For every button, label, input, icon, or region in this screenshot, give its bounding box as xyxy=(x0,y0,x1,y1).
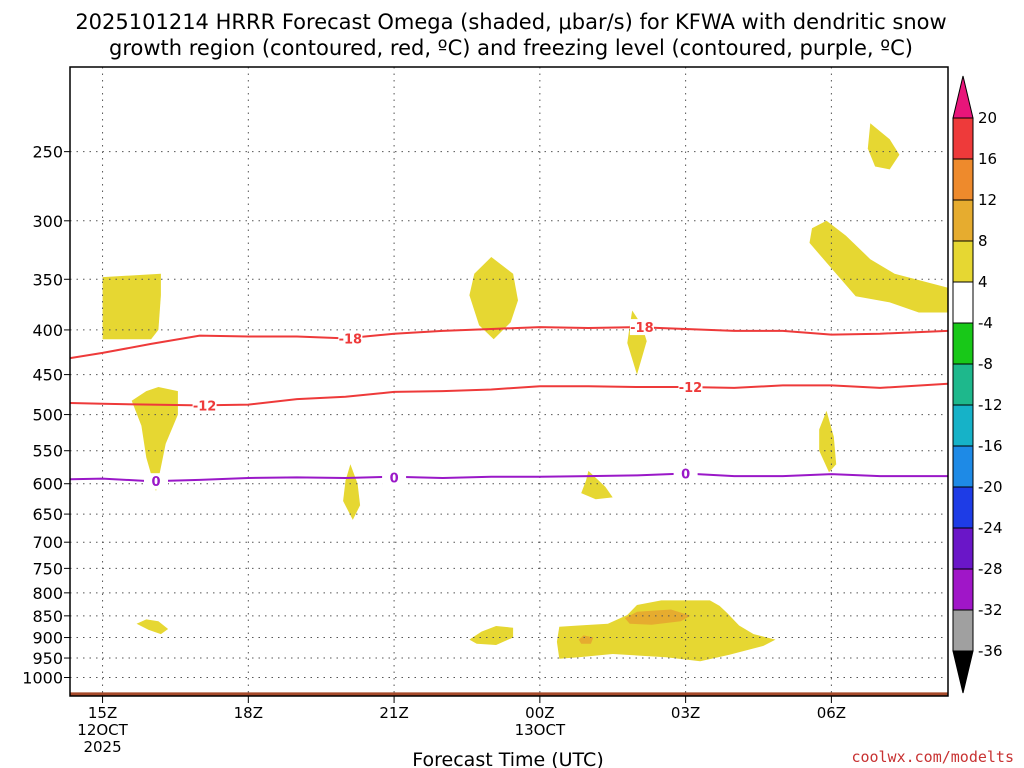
colorbar-segment-6 xyxy=(952,322,974,365)
x-tick-label-21-1: 21Z xyxy=(379,704,408,722)
colorbar-label-8: -12 xyxy=(978,396,1003,414)
contour-line-3 xyxy=(70,472,948,483)
omega-shading xyxy=(102,123,948,662)
y-tick-label-900: 900 xyxy=(32,629,63,648)
ground-surface xyxy=(70,692,948,696)
x-tick-label-15-3: 2025 xyxy=(83,738,121,756)
colorbar-label-14: -36 xyxy=(978,642,1003,660)
contour-label-bg xyxy=(678,379,703,396)
x-tick-label-15-2: 12OCT xyxy=(77,721,128,739)
plot-frame xyxy=(69,66,949,697)
colorbar-label-7: -8 xyxy=(978,355,993,373)
omega-region-4 xyxy=(469,257,518,340)
colorbar-top-arrow xyxy=(952,75,974,119)
colorbar-label-3: 12 xyxy=(978,191,997,209)
x-tick-label-15-1: 15Z xyxy=(88,704,117,722)
colorbar-segment-8 xyxy=(952,404,974,447)
y-tick-label-350: 350 xyxy=(32,270,63,289)
y-tick-label-550: 550 xyxy=(32,442,63,461)
colorbar-label-10: -20 xyxy=(978,478,1003,496)
contour-label-bg xyxy=(382,469,407,486)
title-line-1: 2025101214 HRRR Forecast Omega (shaded, … xyxy=(75,10,946,34)
colorbar-label-12: -28 xyxy=(978,560,1003,578)
colorbar-label-2: 16 xyxy=(978,150,997,168)
y-tick-label-1000: 1000 xyxy=(22,668,63,687)
contour-label-1-2: -18 xyxy=(630,321,654,336)
contour-label-3-1: 0 xyxy=(151,475,160,490)
x-axis-label: Forecast Time (UTC) xyxy=(412,749,603,768)
contour-label-3-3: 0 xyxy=(681,467,690,482)
colorbar-segment-3 xyxy=(952,199,974,242)
contour-label-2-1: -12 xyxy=(193,399,217,414)
x-tick-label-30-1: 06Z xyxy=(817,704,846,722)
colorbar-segment-7 xyxy=(952,363,974,406)
x-tick-label-24-2: 13OCT xyxy=(515,721,566,739)
contour-label-bg xyxy=(338,330,363,347)
y-tick-label-450: 450 xyxy=(32,366,63,385)
y-tick-label-800: 800 xyxy=(32,584,63,603)
contour-label-2-2: -12 xyxy=(679,381,703,396)
contour-label-3-2: 0 xyxy=(390,471,399,486)
colorbar-segment-9 xyxy=(952,445,974,488)
colorbar-segment-1 xyxy=(952,117,974,160)
contour-label-bg xyxy=(673,465,698,482)
contour-line-1 xyxy=(70,326,948,360)
y-tick-label-850: 850 xyxy=(32,607,63,626)
omega-region-3 xyxy=(809,220,948,313)
x-tick-label-27-1: 03Z xyxy=(671,704,700,722)
colorbar-segment-11 xyxy=(952,527,974,570)
contour-label-1-1: -18 xyxy=(339,332,363,347)
x-tick-label-24-1: 00Z xyxy=(525,704,554,722)
y-tick-label-700: 700 xyxy=(32,533,63,552)
colorbar-label-13: -32 xyxy=(978,601,1003,619)
omega-region-13 xyxy=(624,609,691,625)
colorbar-label-11: -24 xyxy=(978,519,1003,537)
chart-title: 2025101214 HRRR Forecast Omega (shaded, … xyxy=(75,10,946,60)
y-tick-label-600: 600 xyxy=(32,475,63,494)
colorbar-label-6: -4 xyxy=(978,314,993,332)
y-tick-label-250: 250 xyxy=(32,143,63,162)
colorbar-label-4: 8 xyxy=(978,232,988,250)
omega-region-9 xyxy=(581,470,613,500)
x-tick-label-18-1: 18Z xyxy=(234,704,263,722)
y-tick-label-950: 950 xyxy=(32,649,63,668)
omega-region-14 xyxy=(578,635,594,644)
ground-fill xyxy=(70,692,948,696)
contour-label-bg xyxy=(629,319,654,336)
contour-label-bg xyxy=(192,397,217,414)
colorbar-segment-12 xyxy=(952,568,974,611)
colorbar-segment-10 xyxy=(952,486,974,529)
y-tick-label-750: 750 xyxy=(32,559,63,578)
y-tick-label-650: 650 xyxy=(32,505,63,524)
y-tick-label-300: 300 xyxy=(32,212,63,231)
colorbar-segment-4 xyxy=(952,240,974,283)
grid-lines xyxy=(70,67,948,696)
omega-region-11 xyxy=(469,626,514,645)
site-credit: coolwx.com/modelts xyxy=(851,748,1014,766)
colorbar-bottom-arrow xyxy=(952,650,974,694)
omega-region-6 xyxy=(131,387,178,492)
omega-region-7 xyxy=(819,410,837,473)
omega-region-1 xyxy=(102,273,161,340)
colorbar-label-1: 20 xyxy=(978,109,997,127)
omega-region-10 xyxy=(136,619,169,635)
y-tick-label-500: 500 xyxy=(32,406,63,425)
colorbar-label-9: -16 xyxy=(978,437,1003,455)
omega-region-2 xyxy=(867,123,900,170)
y-axis-ticks: 250 300 350 400 450 500 550 600 650 700 750 800 850 9… xyxy=(22,143,70,687)
colorbar: 20 16 12 8 4 -4 -8 -12 -16 -20 -24 -28 -32 -36 xyxy=(952,75,1003,694)
title-line-2: growth region (contoured, red, ºC) and f… xyxy=(109,36,913,60)
colorbar-segment-2 xyxy=(952,158,974,201)
colorbar-segment-13 xyxy=(952,609,974,652)
contour-label-bg xyxy=(144,473,169,490)
colorbar-segment-5 xyxy=(952,281,974,324)
plot-background xyxy=(70,67,948,696)
temperature-contours: -18 -18 -12 -12 0 0 0 xyxy=(70,319,948,490)
colorbar-label-5: 4 xyxy=(978,273,988,291)
y-tick-label-400: 400 xyxy=(32,321,63,340)
